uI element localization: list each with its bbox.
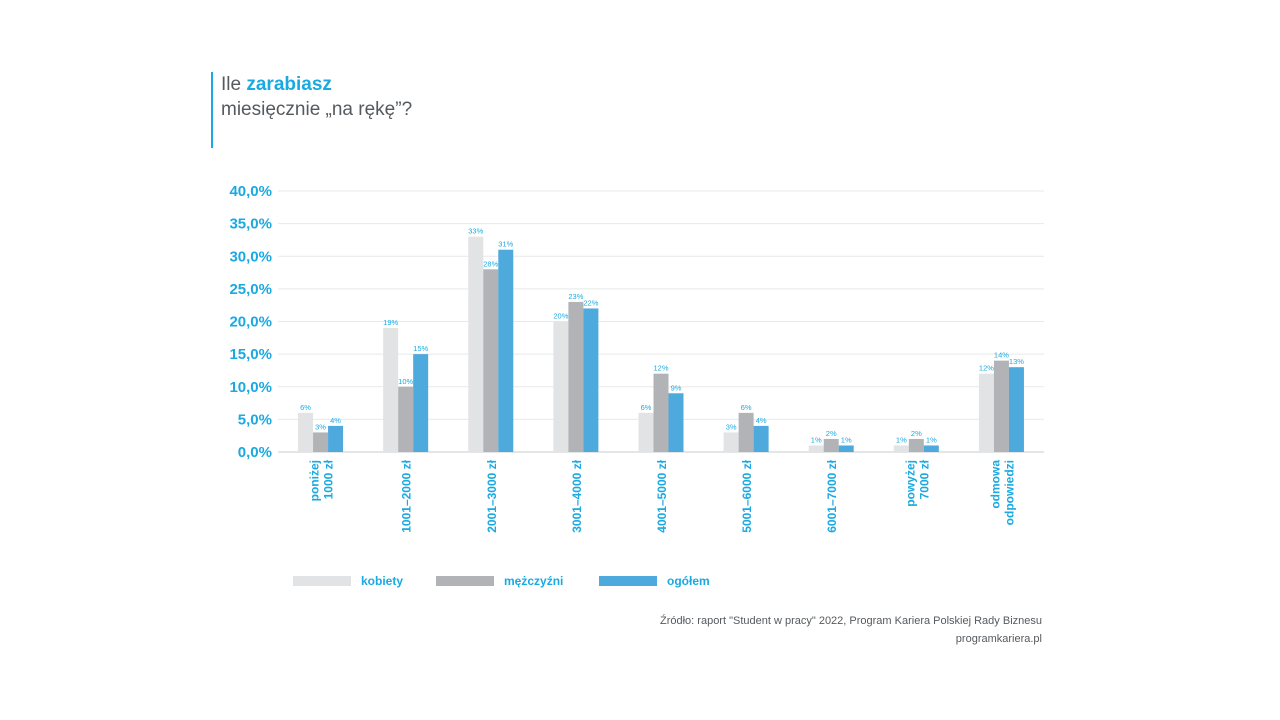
x-tick-label: powyżej <box>903 460 917 507</box>
x-tick-label: odmowa <box>988 460 1002 509</box>
x-tick-label: 2001–3000 zł <box>485 459 499 532</box>
title-bold: zarabiasz <box>246 74 332 95</box>
legend-label-ogolem: ogółem <box>667 574 710 588</box>
y-tick-label: 0,0% <box>238 444 272 461</box>
legend-swatch-mezczyzni <box>436 576 494 586</box>
data-label: 1% <box>841 435 852 444</box>
x-tick-label: 5001–6000 zł <box>740 459 754 532</box>
title-line2: miesięcznie „na rękę”? <box>221 99 413 120</box>
bar <box>313 432 329 452</box>
bar <box>893 445 909 452</box>
legend-swatch-kobiety <box>293 576 351 586</box>
x-tick-label: poniżej <box>308 460 322 501</box>
data-label: 9% <box>671 383 682 392</box>
bar <box>483 269 499 452</box>
source-line-2: programkariera.pl <box>955 633 1042 645</box>
bar <box>653 373 669 452</box>
legend-label-mezczyzni: mężczyźni <box>504 574 564 588</box>
data-label: 3% <box>315 422 326 431</box>
data-label: 1% <box>896 435 907 444</box>
x-tick-label: 1000 zł <box>322 459 336 499</box>
bar <box>823 438 839 452</box>
x-tick-label: 7000 zł <box>917 459 931 499</box>
bar <box>383 328 399 452</box>
data-label: 33% <box>468 227 483 236</box>
bar <box>553 321 569 452</box>
x-tick-label: odpowiedzi <box>1002 460 1016 525</box>
data-label: 13% <box>1009 357 1024 366</box>
bar <box>468 236 484 452</box>
bar <box>328 425 344 452</box>
data-label: 31% <box>498 240 513 249</box>
data-label: 19% <box>383 318 398 327</box>
bar <box>413 354 429 452</box>
x-tick-label: 6001–7000 zł <box>825 459 839 532</box>
x-tick-label: 1001–2000 zł <box>400 459 414 532</box>
bar <box>583 308 599 452</box>
data-label: 4% <box>756 416 767 425</box>
bar <box>808 445 824 452</box>
data-label: 4% <box>330 416 341 425</box>
source-line-1: Źródło: raport "Student w pracy" 2022, P… <box>660 615 1042 627</box>
y-tick-label: 25,0% <box>229 281 272 298</box>
legend-swatch-ogolem <box>599 576 657 586</box>
data-label: 6% <box>641 403 652 412</box>
bar <box>978 373 994 452</box>
data-label: 14% <box>994 351 1009 360</box>
bar <box>738 412 754 452</box>
y-tick-label: 35,0% <box>229 216 272 233</box>
data-label: 20% <box>553 312 568 321</box>
bar <box>723 432 739 452</box>
data-label: 1% <box>926 435 937 444</box>
bar <box>1008 367 1024 452</box>
y-tick-label: 30,0% <box>229 248 272 265</box>
bar <box>298 412 314 452</box>
bar <box>993 360 1009 452</box>
bar <box>638 412 654 452</box>
data-label: 23% <box>568 292 583 301</box>
x-tick-label: 4001–5000 zł <box>655 459 669 532</box>
bar <box>668 393 684 452</box>
data-label: 6% <box>300 403 311 412</box>
chart-title: Ile zarabiasz miesięcznie „na rękę”? <box>221 72 412 122</box>
data-label: 3% <box>726 422 737 431</box>
title-prefix: Ile <box>221 74 247 95</box>
data-label: 6% <box>741 403 752 412</box>
data-label: 22% <box>583 298 598 307</box>
data-label: 12% <box>653 364 668 373</box>
bar <box>753 425 769 452</box>
y-tick-label: 40,0% <box>229 183 272 200</box>
x-tick-label: 3001–4000 zł <box>570 459 584 532</box>
bar <box>923 445 939 452</box>
bar <box>838 445 854 452</box>
y-tick-label: 15,0% <box>229 346 272 363</box>
data-label: 28% <box>483 259 498 268</box>
bar <box>498 249 514 452</box>
data-label: 12% <box>979 364 994 373</box>
data-label: 15% <box>413 344 428 353</box>
data-label: 2% <box>911 429 922 438</box>
data-label: 1% <box>811 435 822 444</box>
y-tick-label: 20,0% <box>229 314 272 331</box>
bar <box>908 438 924 452</box>
chart-legend: kobiety mężczyźni ogółem <box>0 574 1280 590</box>
data-label: 10% <box>398 377 413 386</box>
data-label: 2% <box>826 429 837 438</box>
bar <box>398 386 414 452</box>
y-tick-label: 5,0% <box>238 411 272 428</box>
y-tick-label: 10,0% <box>229 379 272 396</box>
bar <box>568 301 584 452</box>
source-note: Źródło: raport "Student w pracy" 2022, P… <box>660 612 1042 648</box>
title-accent-bar <box>211 72 213 148</box>
legend-label-kobiety: kobiety <box>361 574 404 588</box>
